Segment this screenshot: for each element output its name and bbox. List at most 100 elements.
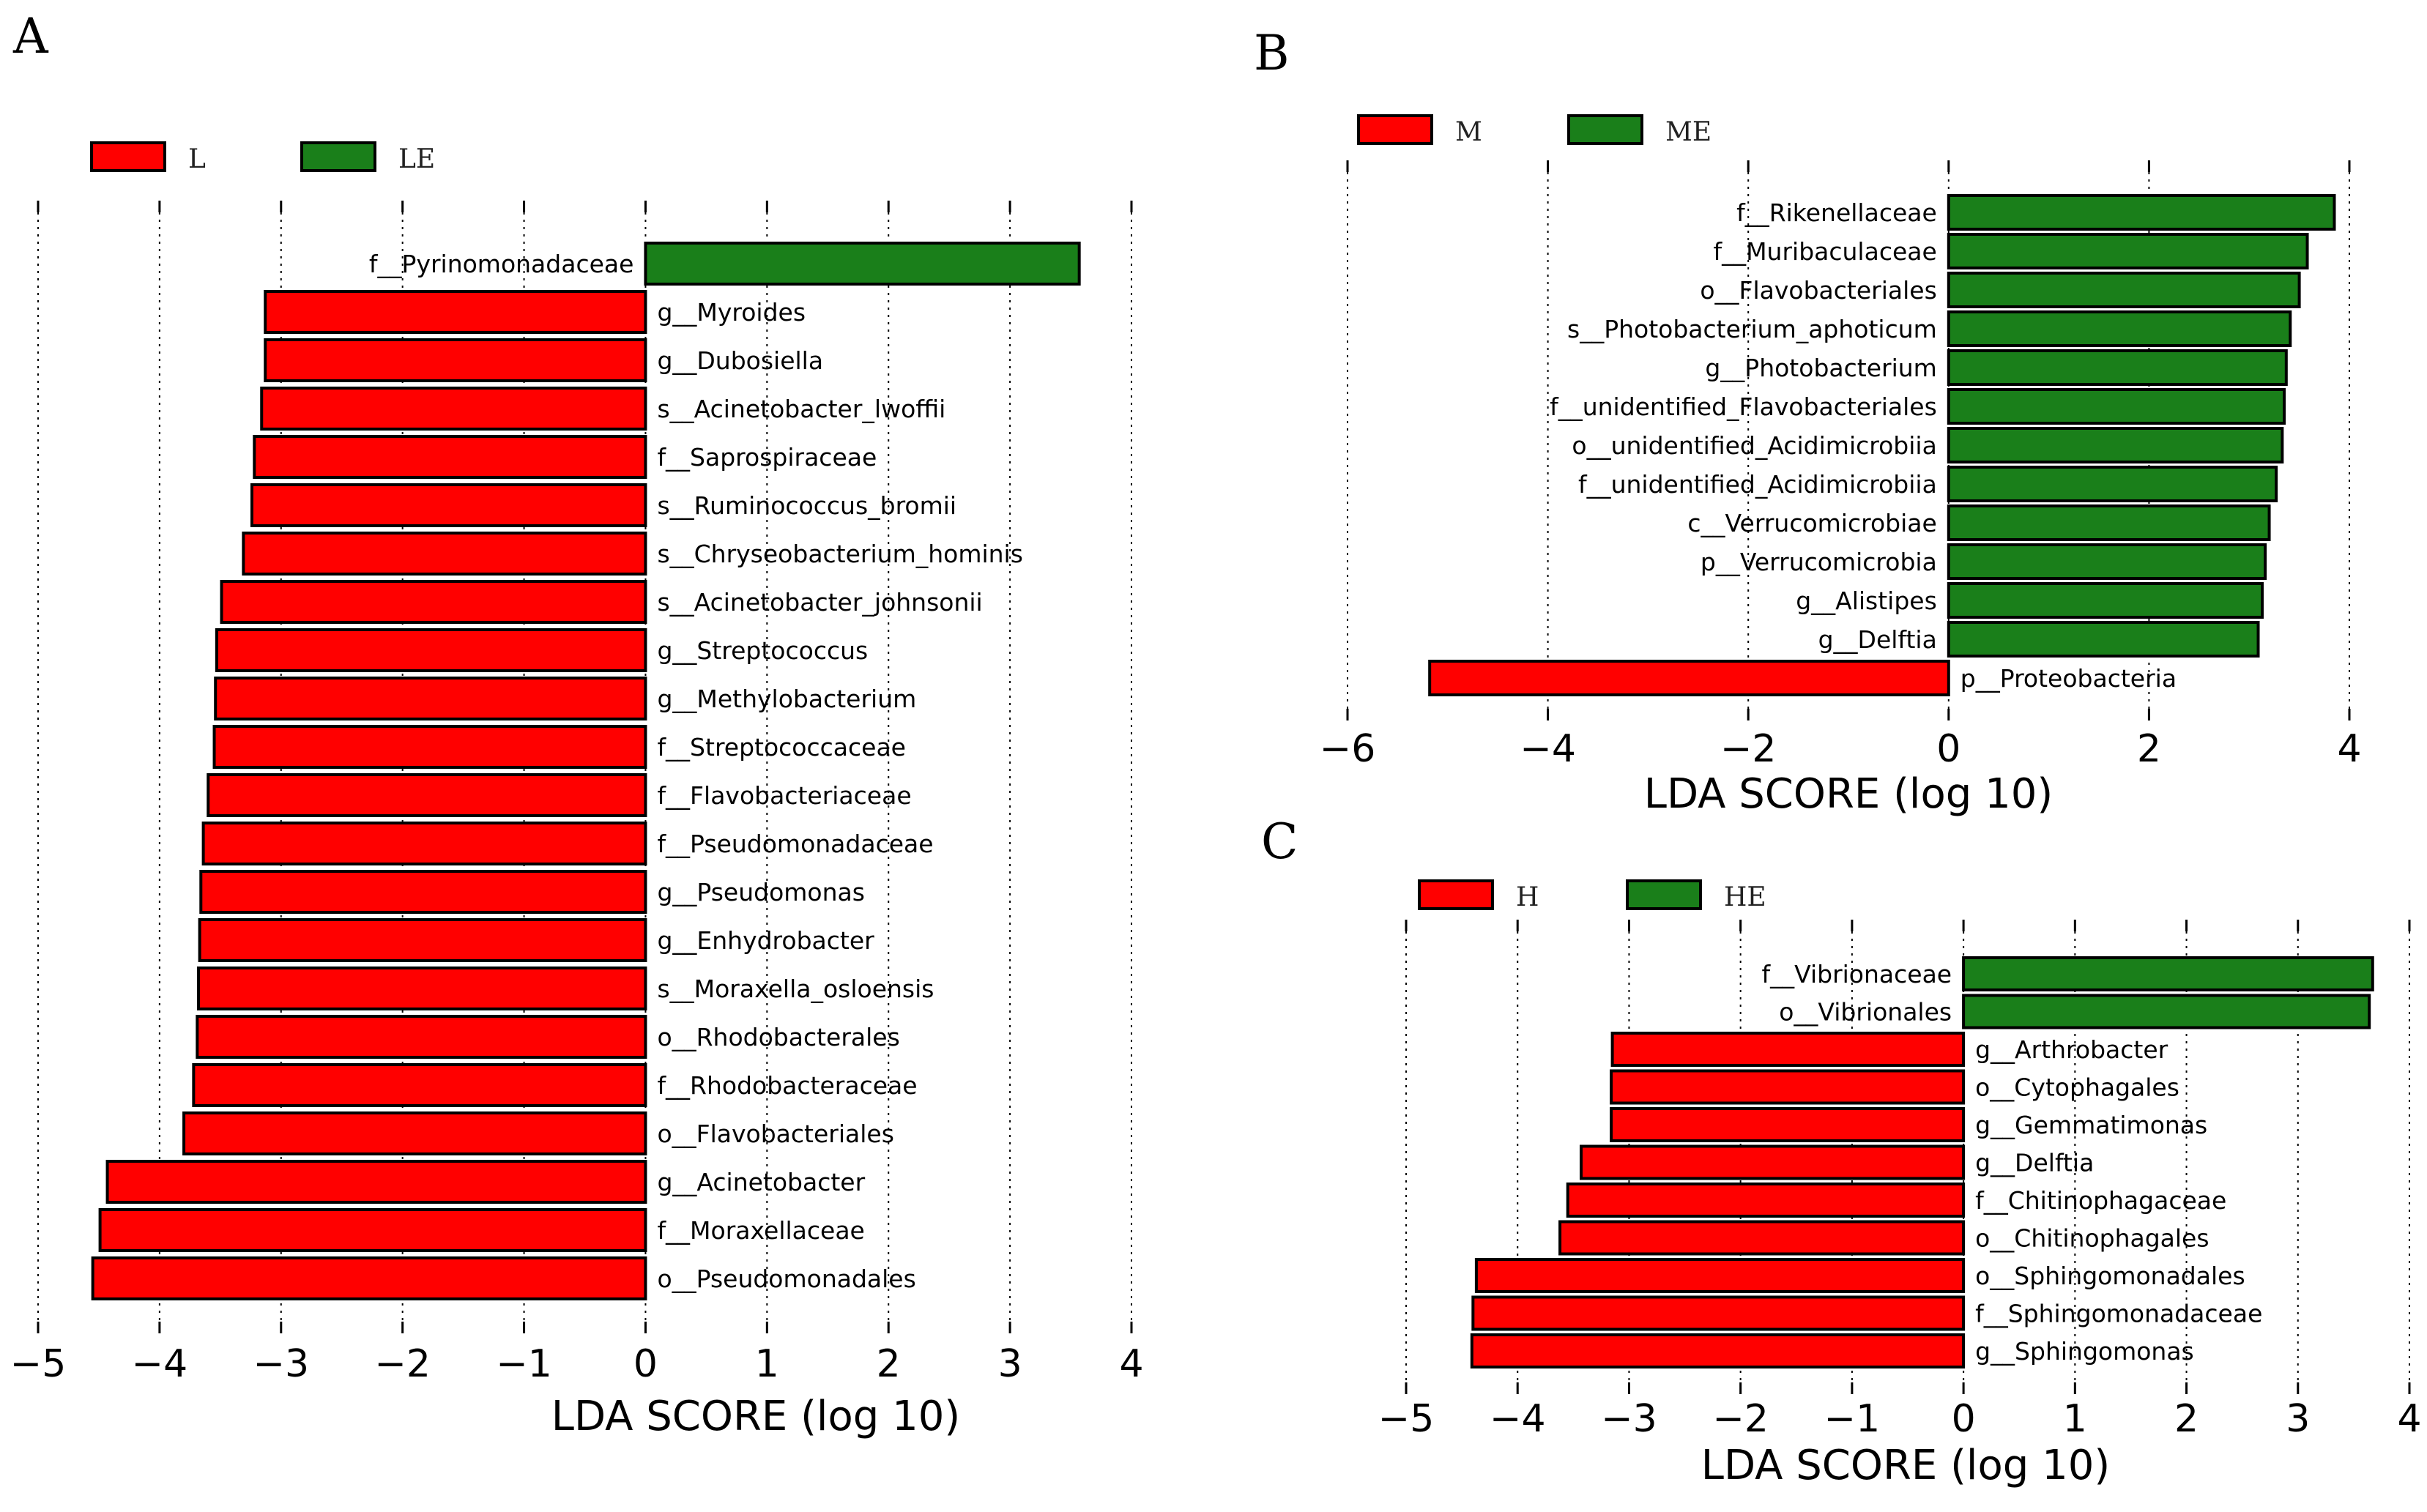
tick-label-8: 3: [2286, 1397, 2310, 1441]
tick-label-5: 0: [1952, 1397, 1976, 1441]
bar-b-8: [1947, 504, 2271, 541]
bar-label-b-5: f__unidentified_Flavobacteriales: [1550, 392, 1937, 421]
bar-a-1: [264, 290, 647, 334]
bar-label-b-0: f__Rikenellaceae: [1736, 198, 1937, 227]
bar-label-a-14: g__Enhydrobacter: [657, 926, 874, 955]
x-axis-title: LDA SCORE (log 10): [1701, 1442, 2110, 1489]
bar-c-1: [1962, 994, 2371, 1029]
bar-label-c-10: g__Sphingomonas: [1975, 1337, 2194, 1366]
bar-label-a-5: s__Ruminococcus_bromii: [657, 491, 956, 520]
legend-label-he: HE: [1724, 882, 1766, 912]
legend-swatch-me: [1567, 114, 1643, 145]
bar-label-b-8: c__Verrucomicrobiae: [1687, 509, 1936, 537]
bar-a-12: [201, 822, 647, 865]
legend-swatch-m: [1357, 114, 1433, 145]
bar-a-17: [192, 1063, 647, 1107]
bar-label-a-2: g__Dubosiella: [657, 346, 823, 375]
bar-a-16: [196, 1015, 647, 1059]
tick-label-2: −3: [1601, 1397, 1657, 1441]
legend-swatch-le: [300, 141, 376, 172]
bar-label-b-1: f__Muribaculaceae: [1713, 237, 1936, 266]
bars: f__Vibrionaceae o__Vibrionales g__Arthroba…: [1470, 956, 2374, 1368]
bar-b-6: [1947, 427, 2284, 463]
bar-a-2: [264, 338, 647, 382]
tick-label-4: 2: [2137, 727, 2161, 771]
bar-a-4: [253, 435, 647, 479]
legend-swatch-h: [1418, 879, 1494, 910]
bar-b-10: [1947, 582, 2264, 619]
bar-label-c-9: f__Sphingomonadaceae: [1975, 1300, 2262, 1328]
bar-a-8: [215, 628, 647, 672]
bar-b-0: [1947, 194, 2336, 231]
bar-label-c-0: f__Vibrionaceae: [1761, 960, 1952, 988]
bar-b-3: [1947, 310, 2292, 347]
tick-label-1: −4: [132, 1342, 188, 1386]
bar-label-a-0: f__Pyrinomonadaceae: [369, 250, 634, 278]
bar-a-3: [260, 387, 647, 431]
bars: f__Pyrinomonadaceae g__Myroides g__Dubosie…: [91, 242, 1081, 1300]
bar-a-9: [214, 677, 647, 720]
legend-label-le: LE: [398, 144, 435, 174]
bar-label-b-11: g__Delftia: [1818, 625, 1937, 654]
bar-c-8: [1474, 1258, 1966, 1293]
bar-label-b-12: p__Proteobacteria: [1960, 664, 2177, 693]
bar-label-b-7: f__unidentified_Acidimicrobiia: [1578, 470, 1937, 499]
legend-label-m: M: [1455, 117, 1482, 147]
bar-b-7: [1947, 466, 2278, 502]
bar-a-18: [182, 1111, 647, 1155]
bar-label-a-9: g__Methylobacterium: [657, 685, 916, 713]
bar-b-9: [1947, 543, 2267, 580]
tick-label-0: −5: [10, 1342, 67, 1386]
tick-label-8: 3: [998, 1342, 1022, 1386]
tick-label-3: 0: [1936, 727, 1960, 771]
panel-letter: C: [1261, 813, 1298, 870]
bar-label-a-8: g__Streptococcus: [657, 636, 868, 665]
legend-label-h: H: [1516, 882, 1539, 912]
bar-label-a-6: s__Chryseobacterium_hominis: [657, 540, 1022, 568]
bar-label-a-19: g__Acinetobacter: [657, 1168, 865, 1196]
tick-label-0: −5: [1378, 1397, 1435, 1441]
bar-a-6: [242, 532, 647, 576]
bar-b-4: [1947, 349, 2288, 386]
bar-label-a-18: o__Flavobacteriales: [657, 1120, 893, 1148]
bar-label-c-4: g__Gemmatimonas: [1975, 1111, 2207, 1139]
bar-a-5: [250, 483, 647, 527]
tick-label-4: −1: [496, 1342, 552, 1386]
bar-b-12: [1428, 660, 1950, 696]
tick-label-5: 4: [2337, 727, 2361, 771]
bar-label-b-6: o__unidentified_Acidimicrobiia: [1572, 431, 1936, 460]
bar-b-11: [1947, 621, 2260, 658]
bar-a-19: [105, 1160, 647, 1204]
bar-label-b-10: g__Alistipes: [1796, 586, 1937, 615]
bar-a-13: [199, 870, 647, 914]
bar-label-c-3: o__Cytophagales: [1975, 1073, 2179, 1102]
bar-b-5: [1947, 388, 2286, 425]
tick-label-3: −2: [374, 1342, 431, 1386]
bar-label-a-20: f__Moraxellaceae: [657, 1216, 864, 1245]
bar-label-a-3: s__Acinetobacter_lwoffii: [657, 395, 945, 423]
tick-label-6: 1: [755, 1342, 779, 1386]
bar-label-c-7: o__Chitinophagales: [1975, 1224, 2209, 1253]
bar-a-14: [198, 918, 647, 962]
legend-label-me: ME: [1665, 117, 1711, 147]
bar-a-10: [212, 725, 647, 769]
panel-letter: A: [12, 8, 49, 64]
bar-a-15: [196, 967, 647, 1010]
legend: L LE: [90, 141, 435, 174]
tick-label-1: −4: [1490, 1397, 1546, 1441]
bar-label-a-1: g__Myroides: [657, 298, 806, 327]
bar-label-c-5: g__Delftia: [1975, 1149, 2094, 1177]
panel-a: A L LE −5 −4 −3 −2 −1 0 1 2 3 4 f__Pyrinomonadaceae g_…: [10, 8, 1144, 1440]
legend-label-l: L: [188, 144, 206, 174]
bar-c-6: [1566, 1183, 1966, 1218]
bar-a-7: [220, 580, 647, 624]
legend-swatch-l: [90, 141, 166, 172]
bar-label-b-9: p__Verrucomicrobia: [1701, 548, 1937, 576]
x-axis-title: LDA SCORE (log 10): [551, 1393, 960, 1440]
tick-label-2: −2: [1720, 727, 1777, 771]
bar-c-2: [1610, 1032, 1966, 1067]
tick-label-1: −4: [1520, 727, 1576, 771]
bar-label-a-4: f__Saprospiraceae: [657, 443, 877, 472]
legend: M ME: [1357, 114, 1711, 147]
bar-b-2: [1947, 272, 2301, 308]
